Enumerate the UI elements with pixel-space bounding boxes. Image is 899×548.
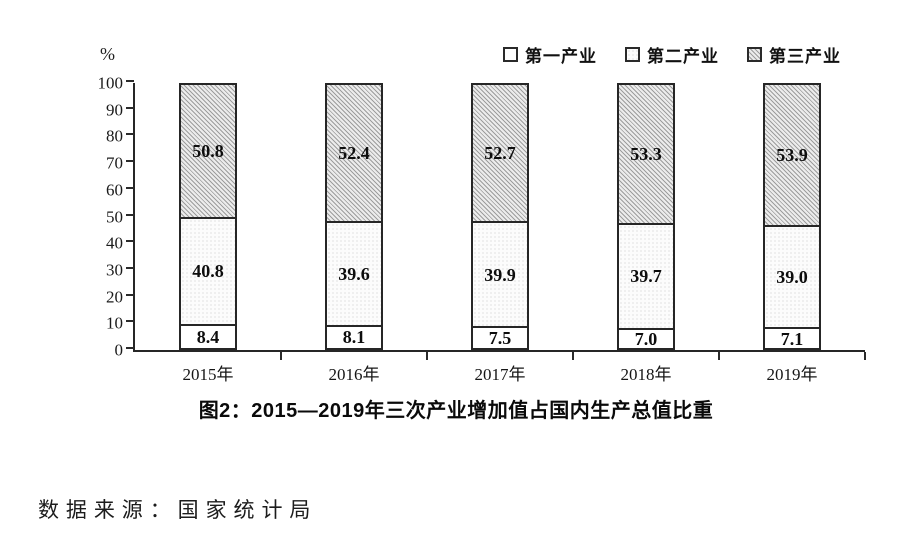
y-axis-tick-label: 80 (106, 126, 123, 146)
y-axis-tick-label: 20 (106, 287, 123, 307)
y-axis-tick (126, 106, 134, 109)
bar-segment-第二产业: 39.6 (327, 222, 381, 327)
legend-item-secondary-industry: 第二产业 (625, 42, 719, 67)
x-axis-category-label: 2015年 (182, 365, 234, 384)
y-axis-tick-label: 100 (97, 73, 124, 93)
y-axis-tick (126, 213, 134, 216)
bar-segment-第三产业: 50.8 (181, 85, 235, 219)
y-axis-tick (126, 347, 134, 349)
x-axis-category-label: 2017年 (474, 365, 526, 384)
x-axis-tick (280, 352, 282, 360)
segment-value-label: 40.8 (192, 261, 224, 282)
y-axis-tick-label: 30 (106, 260, 123, 280)
stacked-bar-2015年: 50.8 40.8 8.4 (179, 83, 237, 350)
y-axis-tick-label: 50 (106, 207, 123, 226)
y-axis-tick (126, 186, 134, 189)
x-axis-category-label: 2019年 (766, 365, 818, 384)
y-axis-tick (126, 266, 134, 269)
legend-label: 第二产业 (647, 47, 719, 66)
segment-value-label: 50.8 (192, 140, 224, 161)
bar-segment-第一产业: 7.1 (765, 329, 819, 348)
y-axis-tick (126, 133, 134, 136)
bar-segment-第三产业: 52.4 (327, 85, 381, 223)
chart-legend: 第一产业 第二产业 第三产业 (503, 42, 841, 67)
segment-value-label: 53.3 (630, 144, 662, 165)
legend-item-primary-industry: 第一产业 (503, 42, 597, 67)
x-axis-tick (864, 352, 866, 360)
bar-segment-第二产业: 40.8 (181, 218, 235, 326)
x-axis-tick (718, 352, 720, 360)
x-axis-tick (426, 352, 428, 360)
bar-segment-第二产业: 39.0 (765, 226, 819, 330)
legend-item-tertiary-industry: 第三产业 (747, 42, 841, 67)
y-axis-tick-label: 40 (106, 233, 123, 253)
bar-segment-第一产业: 7.0 (619, 328, 673, 349)
bar-segment-第二产业: 39.7 (619, 225, 673, 330)
segment-value-label: 7.5 (488, 328, 512, 349)
bar-segment-第三产业: 52.7 (473, 85, 527, 224)
segment-value-label: 39.0 (776, 267, 808, 288)
segment-value-label: 8.1 (342, 327, 366, 348)
stacked-bar-2017年: 52.7 39.9 7.5 (471, 83, 529, 350)
chart-caption: 图2：2015—2019年三次产业增加值占国内生产总值比重 (198, 400, 714, 422)
bar-segment-第二产业: 39.9 (473, 223, 527, 329)
segment-value-label: 39.9 (484, 264, 516, 285)
bar-segment-第一产业: 8.1 (327, 326, 381, 348)
segment-value-label: 39.7 (630, 266, 662, 287)
x-axis-category-label: 2018年 (620, 365, 672, 384)
plain-swatch-icon (503, 47, 518, 62)
bar-segment-第三产业: 53.9 (765, 85, 819, 227)
y-axis-tick-label: 60 (106, 180, 123, 200)
y-axis-tick (126, 320, 134, 323)
segment-value-label: 52.4 (338, 142, 370, 163)
y-axis-tick-label: 0 (114, 340, 124, 360)
segment-value-label: 8.4 (196, 326, 220, 347)
y-axis-tick-label: 70 (106, 153, 123, 173)
stacked-bar-2018年: 53.3 39.7 7.0 (617, 83, 675, 350)
segment-value-label: 52.7 (484, 143, 516, 164)
y-axis-tick-label: 90 (106, 100, 123, 120)
x-axis-category-label: 2016年 (328, 365, 380, 384)
stacked-bar-plot-area: 0 10 20 30 40 50 60 70 80 90 100 2015年 50.8 40.8 8.4 20… (98, 75, 866, 384)
bar-segment-第一产业: 8.4 (181, 325, 235, 348)
bar-segment-第一产业: 7.5 (473, 328, 527, 348)
segment-value-label: 39.6 (338, 263, 370, 284)
x-axis-tick (572, 352, 574, 360)
y-axis-unit-label: % (100, 44, 115, 64)
segment-value-label: 53.9 (776, 144, 808, 165)
segment-value-label: 7.0 (634, 328, 658, 349)
y-axis-tick (126, 293, 134, 296)
dots-swatch-icon (625, 47, 640, 62)
y-axis-tick-label: 10 (106, 313, 123, 333)
y-axis-tick (126, 240, 134, 243)
hatch-swatch-icon (747, 47, 762, 62)
legend-label: 第一产业 (525, 47, 597, 66)
bar-segment-第三产业: 53.3 (619, 85, 673, 226)
data-source-note: 数据来源：国家统计局 (38, 498, 318, 522)
segment-value-label: 7.1 (780, 328, 804, 349)
stacked-bar-2016年: 52.4 39.6 8.1 (325, 83, 383, 350)
stacked-bar-2019年: 53.9 39.0 7.1 (763, 83, 821, 350)
y-axis-tick (126, 160, 134, 163)
legend-label: 第三产业 (769, 47, 841, 66)
y-axis-tick (126, 80, 134, 82)
